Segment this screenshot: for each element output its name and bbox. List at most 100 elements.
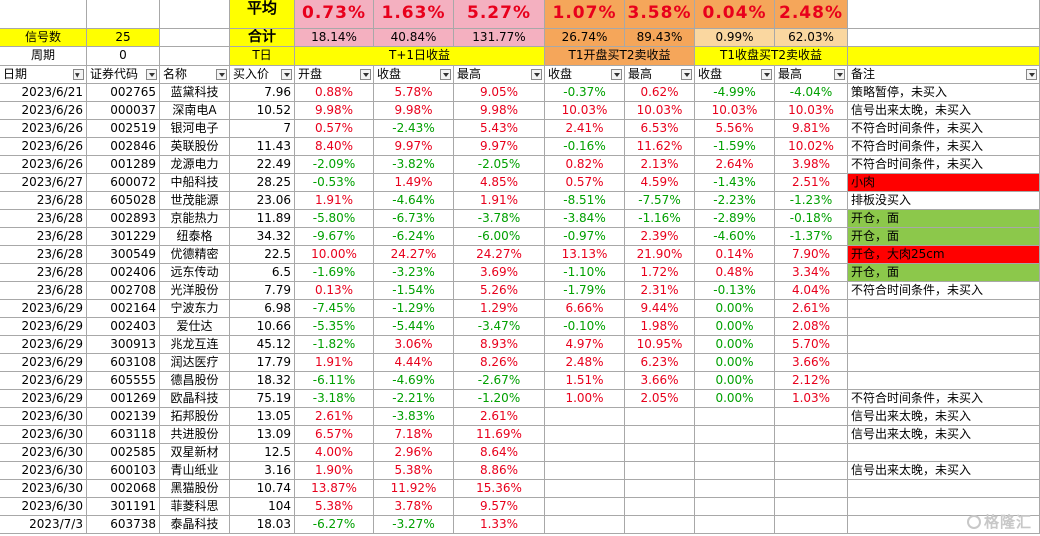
cell-date[interactable]: 2023/6/29 [0, 390, 87, 408]
cell-note[interactable] [848, 300, 1040, 318]
cell-return[interactable]: 3.78% [374, 498, 454, 516]
avg-value[interactable]: 2.48% [775, 0, 848, 29]
total-value[interactable]: 26.74% [545, 29, 625, 47]
cell-return[interactable]: 2.31% [625, 282, 695, 300]
cell-return[interactable]: -0.37% [545, 84, 625, 102]
cell-note[interactable]: 不符合时间条件，未买入 [848, 282, 1040, 300]
avg-label[interactable]: 平均 [230, 0, 295, 29]
cell-name[interactable]: 双星新材 [160, 444, 230, 462]
cell-price[interactable]: 18.32 [230, 372, 295, 390]
cell-note[interactable]: 信号出来太晚，未买入 [848, 426, 1040, 444]
empty-cell[interactable] [848, 0, 1040, 29]
cell-name[interactable]: 泰晶科技 [160, 516, 230, 534]
cell-return[interactable]: 13.87% [295, 480, 374, 498]
cell-return[interactable]: 1.49% [374, 174, 454, 192]
cell-code[interactable]: 002406 [87, 264, 160, 282]
cell-code[interactable]: 605555 [87, 372, 160, 390]
cell-code[interactable]: 002164 [87, 300, 160, 318]
avg-value[interactable]: 0.04% [695, 0, 775, 29]
cell-code[interactable]: 002765 [87, 84, 160, 102]
cell-note[interactable]: 排板没买入 [848, 192, 1040, 210]
signal-value[interactable]: 25 [87, 29, 160, 47]
header-open[interactable]: 开盘 [295, 66, 374, 84]
cell-note[interactable]: 开仓，大肉25cm [848, 246, 1040, 264]
cell-return[interactable]: 9.05% [454, 84, 545, 102]
cell-return[interactable]: -1.54% [374, 282, 454, 300]
cell-return[interactable]: 0.00% [695, 372, 775, 390]
cell-date[interactable]: 2023/6/30 [0, 408, 87, 426]
cell-return[interactable] [695, 444, 775, 462]
cell-date[interactable]: 2023/6/30 [0, 480, 87, 498]
cell-code[interactable]: 001289 [87, 156, 160, 174]
cell-return[interactable]: 3.34% [775, 264, 848, 282]
cell-note[interactable]: 开仓，面 [848, 210, 1040, 228]
cell-return[interactable]: -7.45% [295, 300, 374, 318]
cell-code[interactable]: 603118 [87, 426, 160, 444]
cell-return[interactable]: 2.61% [454, 408, 545, 426]
cell-name[interactable]: 蓝黛科技 [160, 84, 230, 102]
cell-date[interactable]: 2023/7/3 [0, 516, 87, 534]
filter-dropdown-icon[interactable] [73, 67, 84, 83]
cell-return[interactable]: -8.51% [545, 192, 625, 210]
cell-return[interactable]: 2.05% [625, 390, 695, 408]
header-t1-open-high[interactable]: 最高 [625, 66, 695, 84]
cell-code[interactable]: 300913 [87, 336, 160, 354]
cell-return[interactable] [695, 408, 775, 426]
cell-return[interactable]: 11.62% [625, 138, 695, 156]
cell-price[interactable]: 3.16 [230, 462, 295, 480]
cell-return[interactable]: 10.03% [695, 102, 775, 120]
cell-date[interactable]: 2023/6/21 [0, 84, 87, 102]
cell-price[interactable]: 28.25 [230, 174, 295, 192]
cell-return[interactable]: -7.57% [625, 192, 695, 210]
cell-return[interactable]: 0.48% [695, 264, 775, 282]
cell-return[interactable]: -0.53% [295, 174, 374, 192]
avg-value[interactable]: 3.58% [625, 0, 695, 29]
cell-return[interactable]: 15.36% [454, 480, 545, 498]
cell-return[interactable]: 0.57% [295, 120, 374, 138]
cell-return[interactable]: -0.10% [545, 318, 625, 336]
cell-price[interactable]: 75.19 [230, 390, 295, 408]
cell-name[interactable]: 银河电子 [160, 120, 230, 138]
cell-note[interactable]: 不符合时间条件，未买入 [848, 390, 1040, 408]
cell-return[interactable] [545, 462, 625, 480]
cell-price[interactable]: 10.74 [230, 480, 295, 498]
cell-return[interactable]: -6.73% [374, 210, 454, 228]
cell-return[interactable]: -1.20% [454, 390, 545, 408]
cell-return[interactable]: 2.08% [775, 318, 848, 336]
cell-price[interactable]: 11.89 [230, 210, 295, 228]
cell-price[interactable]: 6.5 [230, 264, 295, 282]
filter-dropdown-icon[interactable] [281, 69, 292, 80]
cell-date[interactable]: 2023/6/29 [0, 300, 87, 318]
avg-value[interactable]: 5.27% [454, 0, 545, 29]
cell-return[interactable]: 0.13% [295, 282, 374, 300]
empty-cell[interactable] [160, 47, 230, 66]
cell-return[interactable]: 2.61% [295, 408, 374, 426]
avg-value[interactable]: 1.07% [545, 0, 625, 29]
cell-return[interactable]: 9.98% [374, 102, 454, 120]
cell-code[interactable]: 002708 [87, 282, 160, 300]
filter-dropdown-icon[interactable] [360, 69, 371, 80]
avg-value[interactable]: 1.63% [374, 0, 454, 29]
cell-price[interactable]: 104 [230, 498, 295, 516]
cell-date[interactable]: 2023/6/26 [0, 156, 87, 174]
t-day-label[interactable]: T日 [230, 47, 295, 66]
cell-date[interactable]: 2023/6/26 [0, 120, 87, 138]
cell-code[interactable]: 600103 [87, 462, 160, 480]
cell-price[interactable]: 23.06 [230, 192, 295, 210]
cell-return[interactable]: 24.27% [374, 246, 454, 264]
cell-price[interactable]: 12.5 [230, 444, 295, 462]
cell-return[interactable]: 6.23% [625, 354, 695, 372]
cell-return[interactable]: -1.59% [695, 138, 775, 156]
cell-return[interactable]: -5.80% [295, 210, 374, 228]
cell-return[interactable] [775, 516, 848, 534]
cell-return[interactable] [545, 516, 625, 534]
cell-name[interactable]: 英联股份 [160, 138, 230, 156]
cell-return[interactable] [775, 444, 848, 462]
cell-return[interactable]: -1.69% [295, 264, 374, 282]
cell-price[interactable]: 11.43 [230, 138, 295, 156]
cell-return[interactable]: 4.97% [545, 336, 625, 354]
cell-return[interactable]: 2.39% [625, 228, 695, 246]
cell-return[interactable]: 6.57% [295, 426, 374, 444]
cell-return[interactable]: 2.64% [695, 156, 775, 174]
cell-code[interactable]: 001269 [87, 390, 160, 408]
